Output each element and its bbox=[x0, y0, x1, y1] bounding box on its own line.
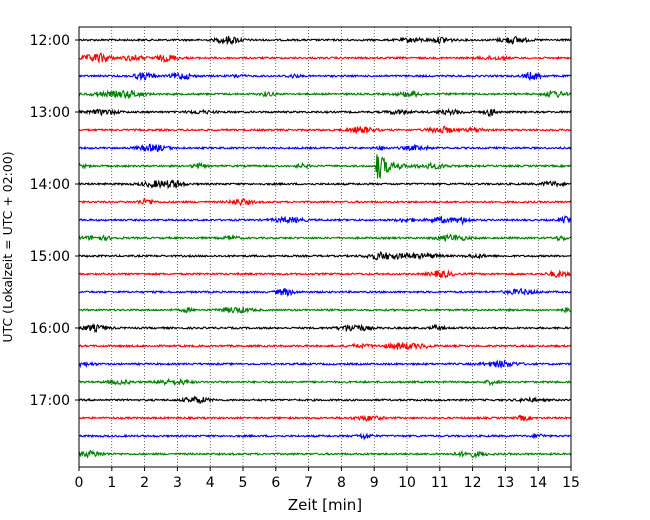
trace-line bbox=[78, 341, 572, 351]
x-tick-label: 15 bbox=[562, 475, 580, 491]
trace-line bbox=[78, 125, 572, 135]
x-tick-label: 5 bbox=[239, 475, 248, 491]
x-tick-label: 14 bbox=[529, 475, 547, 491]
trace-line bbox=[78, 359, 572, 369]
trace-line bbox=[78, 269, 572, 279]
x-tick-label: 3 bbox=[173, 475, 182, 491]
y-axis-label: UTC (Lokalzeit = UTC + 02:00) bbox=[0, 151, 15, 342]
trace-line bbox=[78, 377, 572, 387]
y-tick-label: 17:00 bbox=[30, 393, 70, 409]
trace-line bbox=[78, 52, 572, 64]
x-tick-label: 0 bbox=[75, 475, 84, 491]
y-tick-label: 14:00 bbox=[30, 177, 70, 193]
x-ticks: 0 1 2 3 4 5 6 7 8 9 10 11 12 13 14 15 bbox=[75, 467, 580, 491]
trace-line bbox=[78, 143, 572, 153]
x-axis-label: Zeit [min] bbox=[288, 496, 362, 514]
y-tick-label: 16:00 bbox=[30, 321, 70, 337]
trace-line bbox=[78, 154, 572, 180]
x-tick-label: 11 bbox=[431, 475, 449, 491]
trace-line bbox=[78, 71, 572, 82]
trace-line bbox=[78, 322, 572, 334]
y-tick-label: 15:00 bbox=[30, 249, 70, 265]
trace-line bbox=[78, 250, 572, 261]
trace-line bbox=[78, 107, 572, 118]
trace-line bbox=[78, 198, 572, 207]
x-tick-label: 2 bbox=[140, 475, 149, 491]
trace-line bbox=[78, 214, 572, 226]
x-tick-label: 6 bbox=[271, 475, 280, 491]
x-tick-label: 9 bbox=[370, 475, 379, 491]
trace-line bbox=[79, 414, 572, 423]
traces bbox=[78, 35, 572, 459]
y-ticks: 12:00 13:00 14:00 15:00 16:00 17:00 bbox=[30, 33, 79, 409]
trace-line bbox=[78, 35, 572, 46]
trace-line bbox=[78, 449, 572, 459]
trace-line bbox=[78, 89, 572, 100]
trace-line bbox=[78, 179, 572, 190]
x-tick-label: 7 bbox=[304, 475, 313, 491]
x-tick-label: 13 bbox=[496, 475, 514, 491]
trace-line bbox=[78, 395, 572, 404]
trace-line bbox=[78, 432, 572, 441]
vertical-grid bbox=[111, 27, 539, 467]
y-tick-label: 12:00 bbox=[30, 33, 70, 49]
x-tick-label: 1 bbox=[107, 475, 116, 491]
plot-frame bbox=[78, 26, 572, 468]
x-tick-label: 10 bbox=[398, 475, 416, 491]
y-tick-label: 13:00 bbox=[30, 105, 70, 121]
x-tick-label: 12 bbox=[464, 475, 482, 491]
x-tick-label: 8 bbox=[337, 475, 346, 491]
x-tick-label: 4 bbox=[206, 475, 215, 491]
trace-line bbox=[78, 287, 572, 298]
trace-line bbox=[78, 233, 572, 243]
trace-line bbox=[78, 306, 572, 315]
